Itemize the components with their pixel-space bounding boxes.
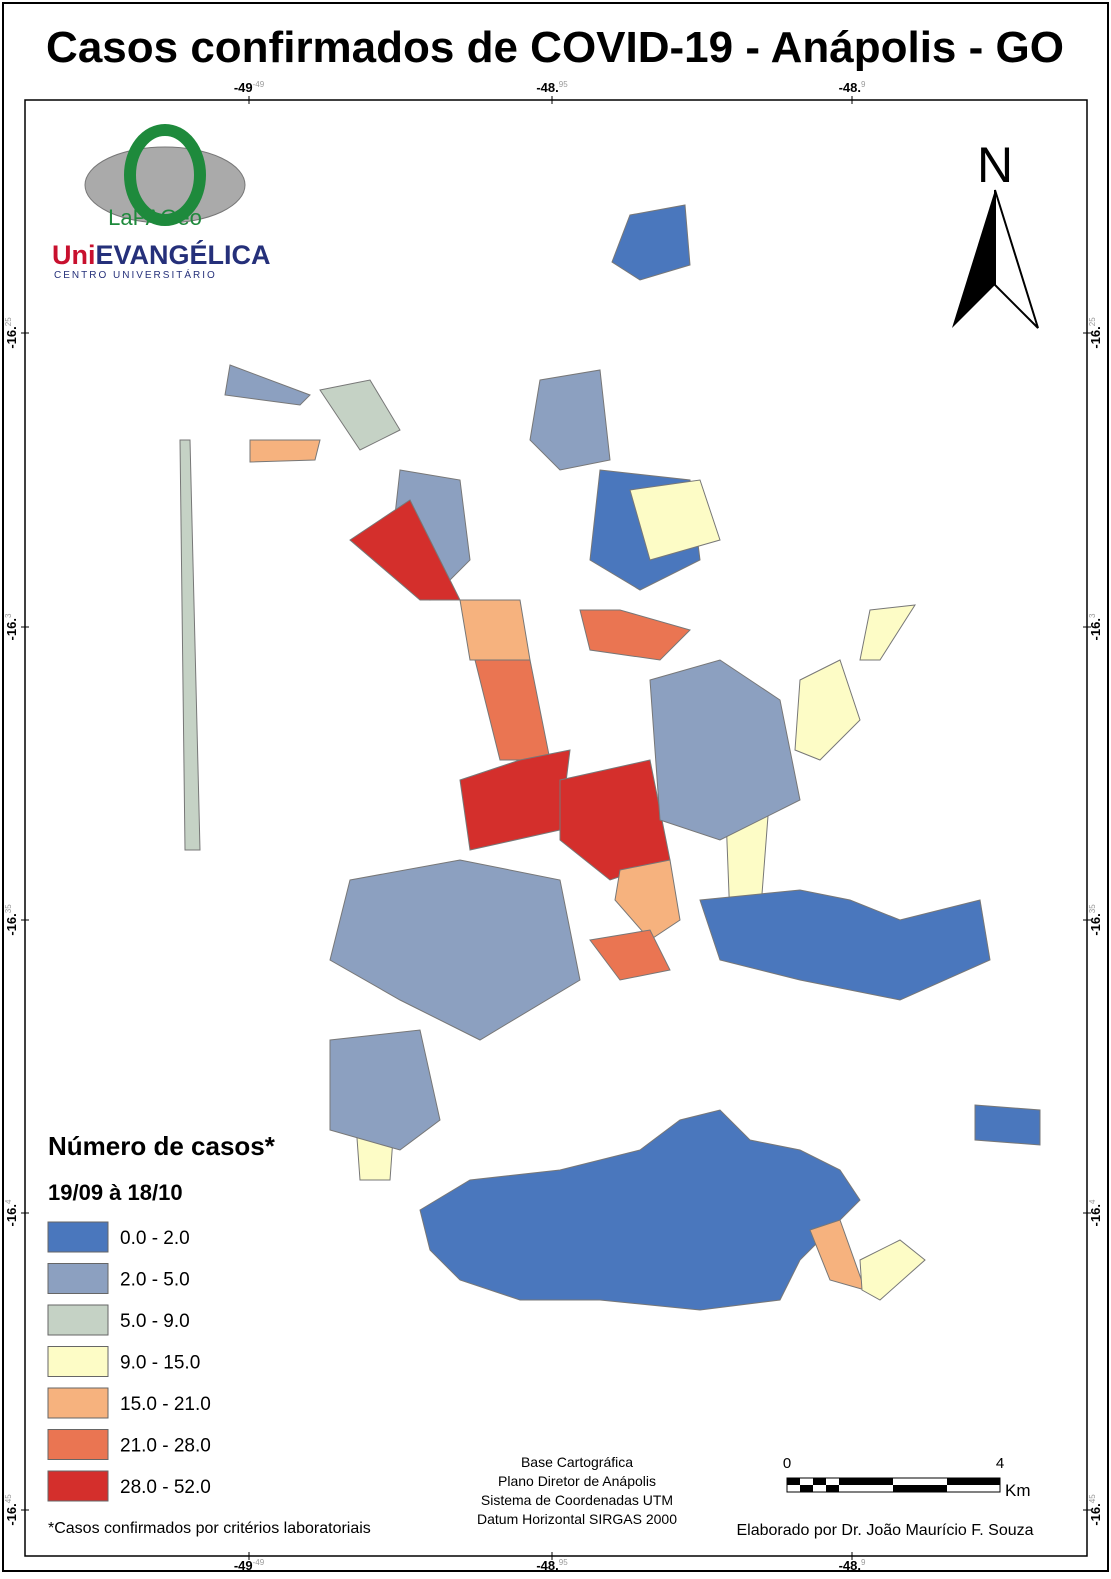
lat-label-left-main: -16. [4, 913, 19, 935]
lon-label-top-main: -48. [839, 80, 861, 95]
scale-seg [839, 1478, 893, 1485]
scale-seg [826, 1485, 839, 1492]
legend-label: 15.0 - 21.0 [120, 1394, 211, 1415]
legend-swatch [48, 1430, 108, 1460]
lat-label-right-sup: 25 [1088, 317, 1097, 326]
lat-label-right-main: -16. [1088, 1204, 1103, 1226]
lat-label-right-sup: 45 [1088, 1494, 1097, 1503]
legend-label: 28.0 - 52.0 [120, 1477, 211, 1498]
lon-label-top-main: -48. [536, 80, 558, 95]
lat-label-right-main: -16. [1088, 326, 1103, 348]
lat-label-left-main: -16. [4, 1204, 19, 1226]
lon-label-bottom-sup: 95 [559, 1558, 568, 1567]
lat-label-right-sup: 4 [1088, 1199, 1097, 1204]
lat-label-left-sup: 25 [4, 317, 13, 326]
lat-label-left-main: -16. [4, 618, 19, 640]
lat-label-right-main: -16. [1088, 1503, 1103, 1525]
lat-label-left-sup: 45 [4, 1494, 13, 1503]
district [330, 1030, 440, 1150]
lon-label-bottom-sup: 9 [861, 1558, 866, 1567]
scale-seg [813, 1478, 826, 1485]
lon-label-top-sup: 9 [861, 80, 866, 89]
source-line: Plano Diretor de Anápolis [498, 1473, 656, 1489]
legend-swatch [48, 1347, 108, 1377]
logo-prefix: Uni [52, 240, 96, 270]
lon-label-top-sup: 95 [559, 80, 568, 89]
scale-start: 0 [783, 1455, 791, 1472]
lon-label-top-sup: -49 [253, 80, 265, 89]
scale-end: 4 [996, 1455, 1004, 1472]
north-label: N [977, 137, 1013, 193]
legend-label: 9.0 - 15.0 [120, 1353, 200, 1374]
lon-label-bottom-main: -48. [536, 1558, 558, 1573]
legend-period: 19/09 à 18/10 [48, 1180, 183, 1205]
legend-swatch [48, 1305, 108, 1335]
lon-label-bottom-main: -48. [839, 1558, 861, 1573]
author: Elaborado por Dr. João Maurício F. Souza [736, 1522, 1033, 1539]
legend-label: 21.0 - 28.0 [120, 1436, 211, 1457]
logo-subtitle: CENTRO UNIVERSITÁRIO [54, 268, 217, 281]
lat-label-left-main: -16. [4, 326, 19, 348]
scale-seg [893, 1485, 947, 1492]
scale-seg [947, 1478, 1000, 1485]
logo-name: UniEVANGÉLICA [52, 239, 271, 270]
title: Casos confirmados de COVID-19 - Anápolis… [46, 23, 1064, 72]
scale-seg [800, 1485, 813, 1492]
scale-seg [787, 1478, 800, 1485]
logo-name-main: EVANGÉLICA [96, 239, 271, 270]
legend-swatch [48, 1471, 108, 1501]
district [250, 440, 320, 462]
lat-label-right-sup: 35 [1088, 904, 1097, 913]
map-page: Casos confirmados de COVID-19 - Anápolis… [0, 0, 1111, 1574]
scale-unit: Km [1005, 1481, 1031, 1500]
district [460, 600, 530, 660]
district [975, 1105, 1040, 1145]
lon-label-top-main: -49 [234, 80, 253, 95]
lat-label-right-main: -16. [1088, 913, 1103, 935]
source-line: Sistema de Coordenadas UTM [481, 1492, 673, 1508]
legend-title: Número de casos* [48, 1131, 276, 1161]
legend-swatch [48, 1388, 108, 1418]
legend-note: *Casos confirmados por critérios laborat… [48, 1520, 371, 1537]
legend-swatch [48, 1222, 108, 1252]
legend-label: 5.0 - 9.0 [120, 1311, 190, 1332]
legend-swatch [48, 1264, 108, 1294]
lat-label-left-sup: 3 [4, 613, 13, 618]
legend-label: 0.0 - 2.0 [120, 1228, 190, 1249]
lon-label-bottom-main: -49 [234, 1558, 253, 1573]
lat-label-right-main: -16. [1088, 618, 1103, 640]
lon-label-bottom-sup: -49 [253, 1558, 265, 1567]
legend-label: 2.0 - 5.0 [120, 1270, 190, 1291]
source-line: Base Cartográfica [521, 1454, 633, 1470]
lat-label-left-main: -16. [4, 1503, 19, 1525]
lat-label-left-sup: 35 [4, 904, 13, 913]
lat-label-left-sup: 4 [4, 1199, 13, 1204]
logo-lab: LaPAGeo [108, 205, 202, 230]
lat-label-right-sup: 3 [1088, 613, 1097, 618]
source-line: Datum Horizontal SIRGAS 2000 [477, 1511, 677, 1527]
